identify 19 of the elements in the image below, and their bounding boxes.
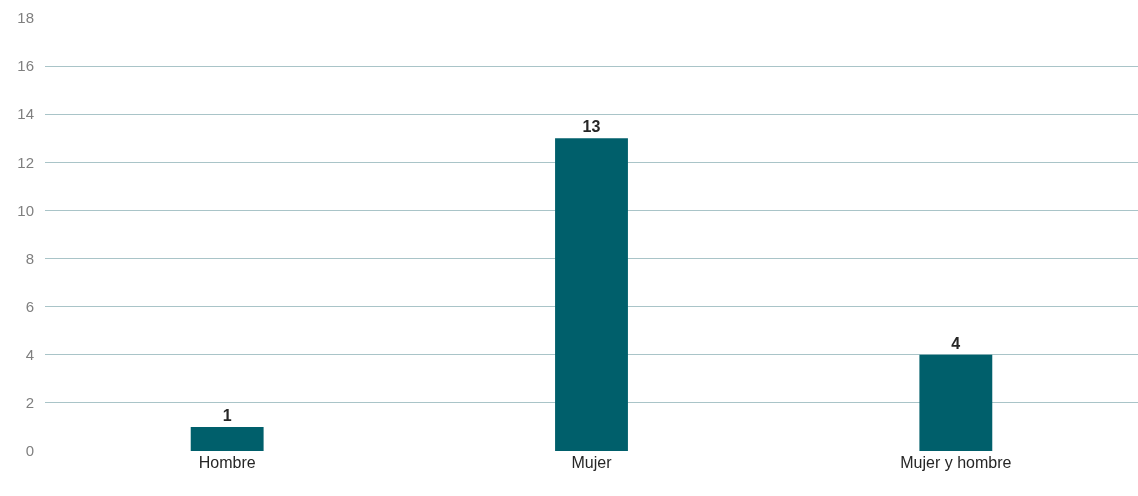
y-tick-label: 6: [25, 297, 34, 315]
y-tick-label: 0: [25, 442, 34, 460]
y-tick-label: 14: [17, 105, 34, 123]
data-label: 4: [951, 334, 961, 352]
bar: [919, 354, 993, 451]
bar: [555, 138, 628, 451]
y-tick-label: 4: [25, 346, 34, 364]
x-tick-label: Mujer: [571, 454, 613, 471]
data-label: 1: [222, 406, 232, 424]
y-tick-label: 2: [25, 394, 34, 412]
data-label: 13: [582, 118, 601, 136]
x-tick-label: Mujer y hombre: [900, 454, 1012, 471]
y-tick-label: 16: [17, 57, 34, 75]
y-tick-label: 18: [17, 9, 34, 27]
y-tick-label: 12: [17, 153, 34, 171]
y-tick-label: 10: [17, 201, 34, 219]
bar: [190, 426, 264, 451]
x-tick-label: Hombre: [198, 454, 256, 471]
y-tick-label: 8: [25, 249, 34, 267]
